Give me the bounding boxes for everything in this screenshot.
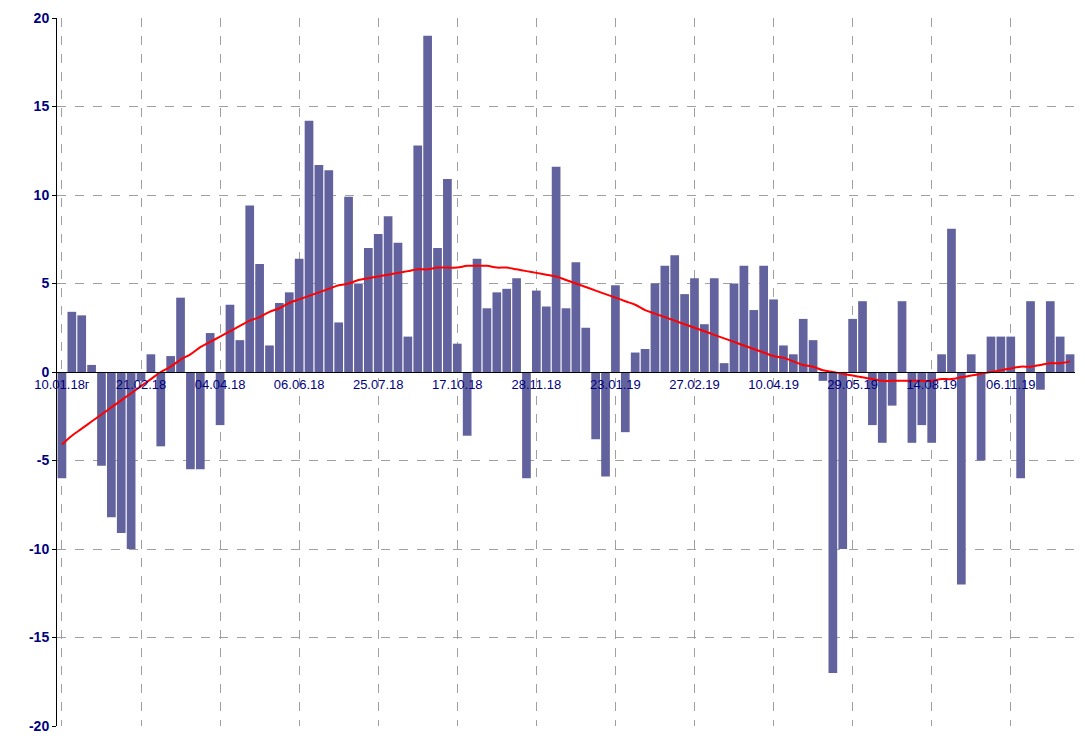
svg-text:10.04.19: 10.04.19 <box>748 377 799 392</box>
svg-text:06.11.19: 06.11.19 <box>986 377 1036 392</box>
svg-text:25.07.18: 25.07.18 <box>353 377 404 392</box>
svg-text:17.10.18: 17.10.18 <box>432 377 483 392</box>
svg-text:-20: -20 <box>29 718 49 734</box>
svg-text:21.02.18: 21.02.18 <box>116 377 167 392</box>
svg-text:10.01.18г: 10.01.18г <box>34 377 90 392</box>
svg-text:14.08.19: 14.08.19 <box>906 377 957 392</box>
svg-text:27.02.19: 27.02.19 <box>669 377 720 392</box>
svg-text:-15: -15 <box>29 629 49 645</box>
svg-text:04.04.18: 04.04.18 <box>195 377 246 392</box>
svg-text:10: 10 <box>34 187 50 203</box>
svg-text:0: 0 <box>41 364 49 380</box>
svg-text:-5: -5 <box>37 452 50 468</box>
svg-text:06.06.18: 06.06.18 <box>274 377 325 392</box>
svg-text:28.11.18: 28.11.18 <box>512 377 562 392</box>
svg-text:29.05.19: 29.05.19 <box>827 377 878 392</box>
svg-text:15: 15 <box>34 98 50 114</box>
svg-text:-10: -10 <box>29 541 49 557</box>
svg-text:5: 5 <box>41 275 49 291</box>
svg-text:20: 20 <box>34 10 50 26</box>
svg-text:23.01.19: 23.01.19 <box>590 377 641 392</box>
